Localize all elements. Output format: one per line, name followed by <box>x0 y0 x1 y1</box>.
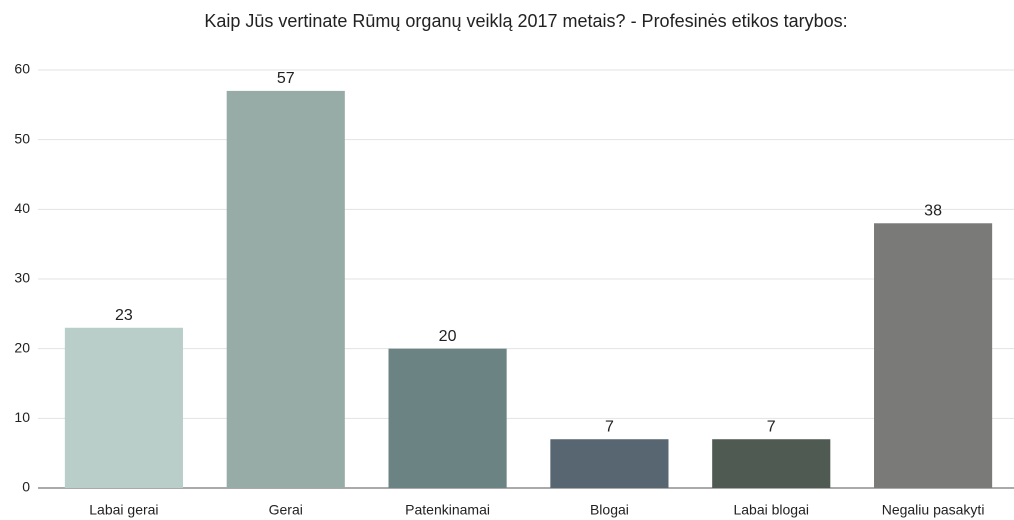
y-tick-label: 10 <box>14 409 30 425</box>
y-tick-label: 40 <box>14 200 30 216</box>
bar <box>388 348 507 488</box>
y-tick-label: 0 <box>22 479 30 495</box>
bar <box>64 327 183 488</box>
data-label: 23 <box>115 307 133 324</box>
y-tick-label: 30 <box>14 270 30 286</box>
bar <box>226 90 345 489</box>
x-tick-label: Gerai <box>269 502 303 518</box>
data-label: 38 <box>924 202 942 219</box>
data-label: 7 <box>605 418 614 435</box>
y-tick-label: 50 <box>14 130 30 146</box>
data-label: 57 <box>277 70 295 87</box>
x-tick-label: Labai gerai <box>89 502 158 518</box>
x-tick-label: Blogai <box>590 502 629 518</box>
x-tick-label: Labai blogai <box>733 502 809 518</box>
data-label: 20 <box>439 328 457 345</box>
y-tick-label: 20 <box>14 339 30 355</box>
bar <box>712 439 831 488</box>
bar <box>874 223 993 488</box>
x-tick-label: Patenkinamai <box>405 502 490 518</box>
data-label: 7 <box>767 418 776 435</box>
x-tick-label: Negaliu pasakyti <box>882 502 985 518</box>
chart-title: Kaip Jūs vertinate Rūmų organų veiklą 20… <box>204 11 847 31</box>
bar <box>550 439 669 488</box>
y-tick-label: 60 <box>14 61 30 77</box>
